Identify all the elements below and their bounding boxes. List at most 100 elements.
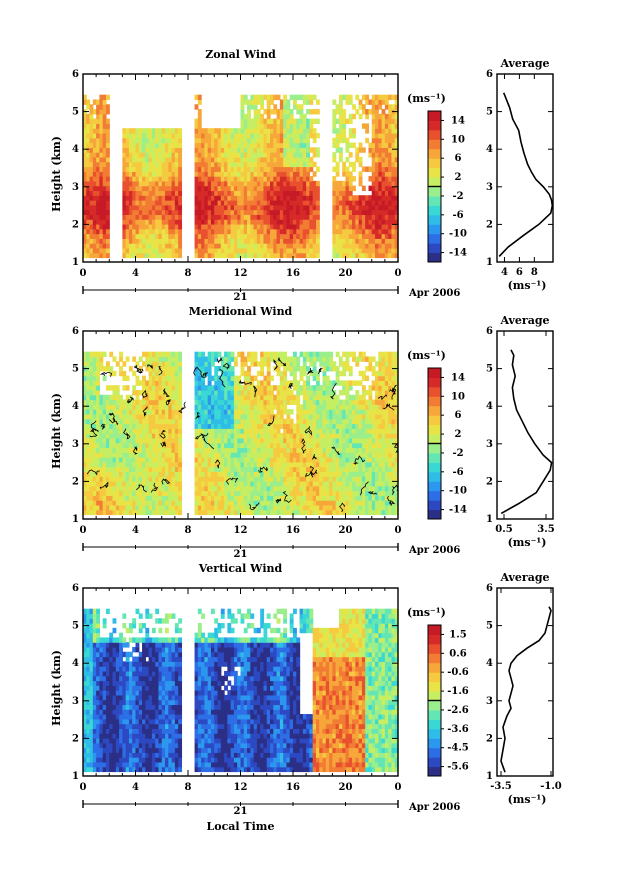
avg-y-tick-label: 2 bbox=[486, 219, 493, 230]
avg-y-tick-label: 2 bbox=[486, 733, 493, 744]
colorbar-swatch bbox=[428, 653, 441, 664]
contour-line bbox=[282, 491, 292, 504]
colorbar-swatch bbox=[428, 139, 441, 150]
contour-line bbox=[141, 389, 148, 399]
avg-x-tick-label: 3.5 bbox=[537, 524, 554, 535]
contour-line bbox=[99, 371, 113, 377]
y-tick-label: 2 bbox=[72, 219, 79, 230]
avg-x-axis-label: (ms⁻¹) bbox=[508, 279, 547, 292]
colorbar-tick-label: 10 bbox=[451, 134, 465, 145]
contour-line bbox=[360, 481, 369, 496]
contour-line bbox=[193, 366, 203, 378]
average-profile-line bbox=[500, 606, 552, 773]
colorbar-swatch bbox=[428, 709, 441, 720]
x-tick-label: 12 bbox=[234, 268, 248, 279]
x-tick-label: 16 bbox=[286, 268, 300, 279]
average-profile bbox=[496, 587, 554, 777]
contour-line bbox=[165, 399, 172, 406]
contour-line bbox=[377, 394, 388, 401]
colorbar-swatch bbox=[428, 462, 441, 473]
panel-title: Meridional Wind bbox=[189, 305, 293, 318]
contour-line bbox=[318, 367, 323, 375]
contour-line bbox=[142, 406, 148, 417]
x-tick-label: 12 bbox=[234, 782, 248, 793]
contour-line bbox=[137, 368, 144, 374]
y-tick-label: 3 bbox=[72, 696, 79, 707]
panel-1 bbox=[82, 73, 554, 294]
colorbar-tick-label: -3.6 bbox=[447, 724, 469, 735]
colorbar-tick-label: -2 bbox=[452, 191, 463, 202]
contour-line bbox=[108, 412, 115, 420]
contour-line bbox=[249, 502, 260, 511]
colorbar-swatch bbox=[428, 662, 441, 673]
average-title: Average bbox=[499, 314, 549, 327]
contour-line bbox=[133, 365, 140, 372]
x-tick-label: 0 bbox=[395, 525, 402, 536]
y-axis-label: Height (km) bbox=[50, 650, 63, 726]
contour-line bbox=[273, 359, 278, 370]
contour-line bbox=[304, 426, 313, 436]
colorbar-tick-label: -2.6 bbox=[447, 705, 469, 716]
y-tick-label: 3 bbox=[72, 439, 79, 450]
colorbar-swatch bbox=[428, 158, 441, 169]
panel-2 bbox=[82, 330, 554, 551]
contour-line bbox=[133, 446, 138, 455]
avg-x-tick-label: 4 bbox=[501, 267, 508, 278]
y-axis-label: Height (km) bbox=[50, 393, 63, 469]
colorbar-swatch bbox=[428, 405, 441, 416]
colorbar-swatch bbox=[428, 148, 441, 159]
colorbar-swatch bbox=[428, 500, 441, 511]
heatmap-cells bbox=[83, 94, 399, 259]
x-tick-label: 8 bbox=[185, 782, 192, 793]
contour-line bbox=[159, 430, 167, 439]
month-label: Apr 2006 bbox=[408, 802, 460, 813]
contour-line bbox=[275, 498, 281, 504]
month-label: Apr 2006 bbox=[408, 545, 460, 556]
contour-line bbox=[150, 482, 159, 493]
avg-y-tick-label: 3 bbox=[486, 182, 493, 193]
contour-line bbox=[147, 364, 154, 369]
contour-line bbox=[367, 491, 377, 495]
contour-line bbox=[215, 459, 221, 469]
average-title: Average bbox=[499, 57, 549, 70]
contour-line bbox=[253, 385, 258, 398]
colorbar-swatch bbox=[428, 252, 441, 263]
colorbar-swatch bbox=[428, 214, 441, 225]
colorbar-swatch bbox=[428, 396, 441, 407]
colorbar-swatch bbox=[428, 766, 441, 777]
avg-y-tick-label: 6 bbox=[486, 69, 493, 80]
colorbar-swatch bbox=[428, 129, 441, 140]
contour-line bbox=[136, 483, 147, 493]
colorbar-swatch bbox=[428, 691, 441, 701]
colorbar-tick-label: 10 bbox=[451, 391, 465, 402]
contour-line bbox=[89, 428, 98, 438]
colorbar-tick-label: -2 bbox=[452, 448, 463, 459]
avg-frame bbox=[496, 587, 554, 777]
colorbar-swatch bbox=[428, 386, 441, 397]
avg-y-tick-label: 4 bbox=[486, 144, 493, 155]
colorbar-tick-label: -0.6 bbox=[447, 667, 469, 678]
zero-contours bbox=[86, 357, 399, 513]
contour-line bbox=[288, 383, 293, 389]
contour-line bbox=[216, 357, 223, 364]
y-axis-label: Height (km) bbox=[50, 136, 63, 212]
y-tick-label: 1 bbox=[72, 257, 79, 268]
contour-line bbox=[386, 495, 395, 507]
avg-y-tick-label: 1 bbox=[486, 257, 493, 268]
colorbar-swatch bbox=[428, 681, 441, 692]
colorbar-tick-label: 2 bbox=[455, 172, 462, 183]
colorbar-swatch bbox=[428, 738, 441, 749]
x-tick-label: 0 bbox=[80, 782, 87, 793]
colorbar-swatch bbox=[428, 167, 441, 178]
y-tick-label: 6 bbox=[72, 326, 79, 337]
contour-line bbox=[309, 465, 318, 476]
contour-line bbox=[100, 423, 106, 430]
x-tick-label: 8 bbox=[185, 525, 192, 536]
avg-y-tick-label: 5 bbox=[486, 621, 493, 632]
date-label: 21 bbox=[234, 292, 248, 303]
contour-line bbox=[267, 415, 275, 426]
colorbar-swatch bbox=[428, 634, 441, 645]
x-tick-label: 20 bbox=[339, 782, 353, 793]
contour-line bbox=[352, 455, 366, 465]
colorbar-tick-label: 0.6 bbox=[449, 648, 466, 659]
